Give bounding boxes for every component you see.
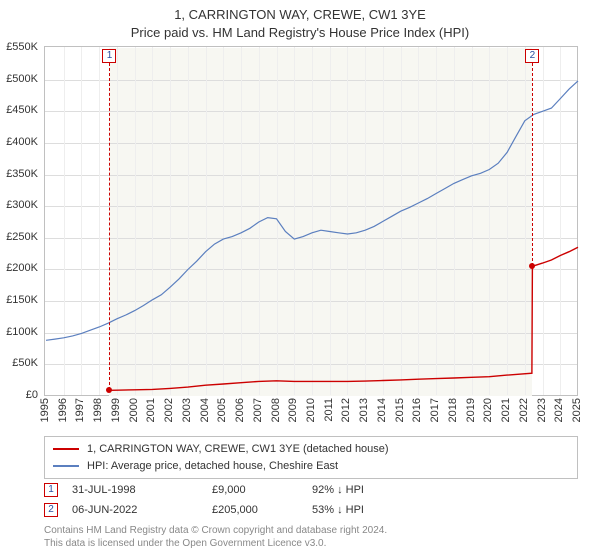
x-tick-label: 2015 — [394, 398, 406, 422]
event-price: £9,000 — [212, 484, 312, 496]
y-tick-label: £450K — [6, 104, 38, 116]
y-tick-label: £50K — [12, 357, 38, 369]
x-tick-label: 2009 — [287, 398, 299, 422]
x-tick-label: 2019 — [465, 398, 477, 422]
marker-flag: 2 — [525, 49, 539, 63]
event-delta: 53% ↓ HPI — [312, 504, 578, 516]
y-tick-label: £500K — [6, 73, 38, 85]
event-marker: 1 — [44, 483, 58, 497]
x-tick-label: 2001 — [145, 398, 157, 422]
event-row: 2 06-JUN-2022£205,00053% ↓ HPI — [44, 500, 578, 520]
x-tick-label: 2010 — [305, 398, 317, 422]
legend-label: HPI: Average price, detached house, Ches… — [87, 458, 338, 475]
x-tick-label: 2011 — [323, 398, 335, 422]
footer-attribution: Contains HM Land Registry data © Crown c… — [44, 524, 578, 550]
x-tick-label: 2014 — [376, 398, 388, 422]
event-delta: 92% ↓ HPI — [312, 484, 578, 496]
y-tick-label: £200K — [6, 262, 38, 274]
y-tick-label: £300K — [6, 199, 38, 211]
x-tick-label: 2012 — [340, 398, 352, 422]
y-tick-label: £400K — [6, 136, 38, 148]
x-tick-label: 2006 — [234, 398, 246, 422]
title-line-1: 1, CARRINGTON WAY, CREWE, CW1 3YE — [0, 6, 600, 24]
x-tick-label: 2021 — [500, 398, 512, 422]
x-tick-label: 1997 — [74, 398, 86, 422]
x-tick-label: 2016 — [411, 398, 423, 422]
legend-item: 1, CARRINGTON WAY, CREWE, CW1 3YE (detac… — [53, 441, 569, 458]
x-tick-label: 2018 — [447, 398, 459, 422]
x-tick-label: 1998 — [92, 398, 104, 422]
event-row: 1 31-JUL-1998£9,00092% ↓ HPI — [44, 480, 578, 500]
legend: 1, CARRINGTON WAY, CREWE, CW1 3YE (detac… — [44, 436, 578, 479]
event-marker: 2 — [44, 503, 58, 517]
x-tick-label: 1996 — [57, 398, 69, 422]
legend-swatch — [53, 448, 79, 450]
footer-line-2: This data is licensed under the Open Gov… — [44, 537, 578, 550]
plot-area: 12 — [44, 46, 578, 396]
x-tick-label: 2008 — [270, 398, 282, 422]
chart: 12 £0£50K£100K£150K£200K£250K£300K£350K£… — [44, 46, 578, 396]
marker-flag: 1 — [102, 49, 116, 63]
x-tick-label: 2000 — [128, 398, 140, 422]
series-property — [110, 247, 579, 390]
x-tick-label: 2017 — [429, 398, 441, 422]
marker-dashline — [109, 63, 110, 390]
x-tick-label: 1995 — [39, 398, 51, 422]
x-tick-label: 2022 — [518, 398, 530, 422]
footer-line-1: Contains HM Land Registry data © Crown c… — [44, 524, 578, 537]
y-tick-label: £350K — [6, 168, 38, 180]
legend-label: 1, CARRINGTON WAY, CREWE, CW1 3YE (detac… — [87, 441, 389, 458]
x-tick-label: 2004 — [199, 398, 211, 422]
event-date: 06-JUN-2022 — [72, 504, 212, 516]
x-tick-label: 1999 — [110, 398, 122, 422]
x-tick-label: 2023 — [536, 398, 548, 422]
chart-lines — [45, 47, 579, 397]
chart-title: 1, CARRINGTON WAY, CREWE, CW1 3YE Price … — [0, 0, 600, 41]
x-tick-label: 2020 — [482, 398, 494, 422]
y-tick-label: £0 — [26, 389, 38, 401]
events-table: 1 31-JUL-1998£9,00092% ↓ HPI 2 06-JUN-2022£… — [44, 480, 578, 520]
x-tick-label: 2005 — [216, 398, 228, 422]
series-hpi — [46, 81, 578, 340]
x-tick-label: 2025 — [571, 398, 583, 422]
x-tick-label: 2007 — [252, 398, 264, 422]
y-tick-label: £150K — [6, 294, 38, 306]
y-tick-label: £100K — [6, 326, 38, 338]
y-tick-label: £250K — [6, 231, 38, 243]
x-tick-label: 2002 — [163, 398, 175, 422]
legend-item: HPI: Average price, detached house, Ches… — [53, 458, 569, 475]
x-tick-label: 2024 — [553, 398, 565, 422]
x-tick-label: 2003 — [181, 398, 193, 422]
event-date: 31-JUL-1998 — [72, 484, 212, 496]
title-line-2: Price paid vs. HM Land Registry's House … — [0, 24, 600, 42]
y-tick-label: £550K — [6, 41, 38, 53]
x-tick-label: 2013 — [358, 398, 370, 422]
legend-swatch — [53, 465, 79, 467]
event-price: £205,000 — [212, 504, 312, 516]
marker-dashline — [532, 63, 533, 266]
